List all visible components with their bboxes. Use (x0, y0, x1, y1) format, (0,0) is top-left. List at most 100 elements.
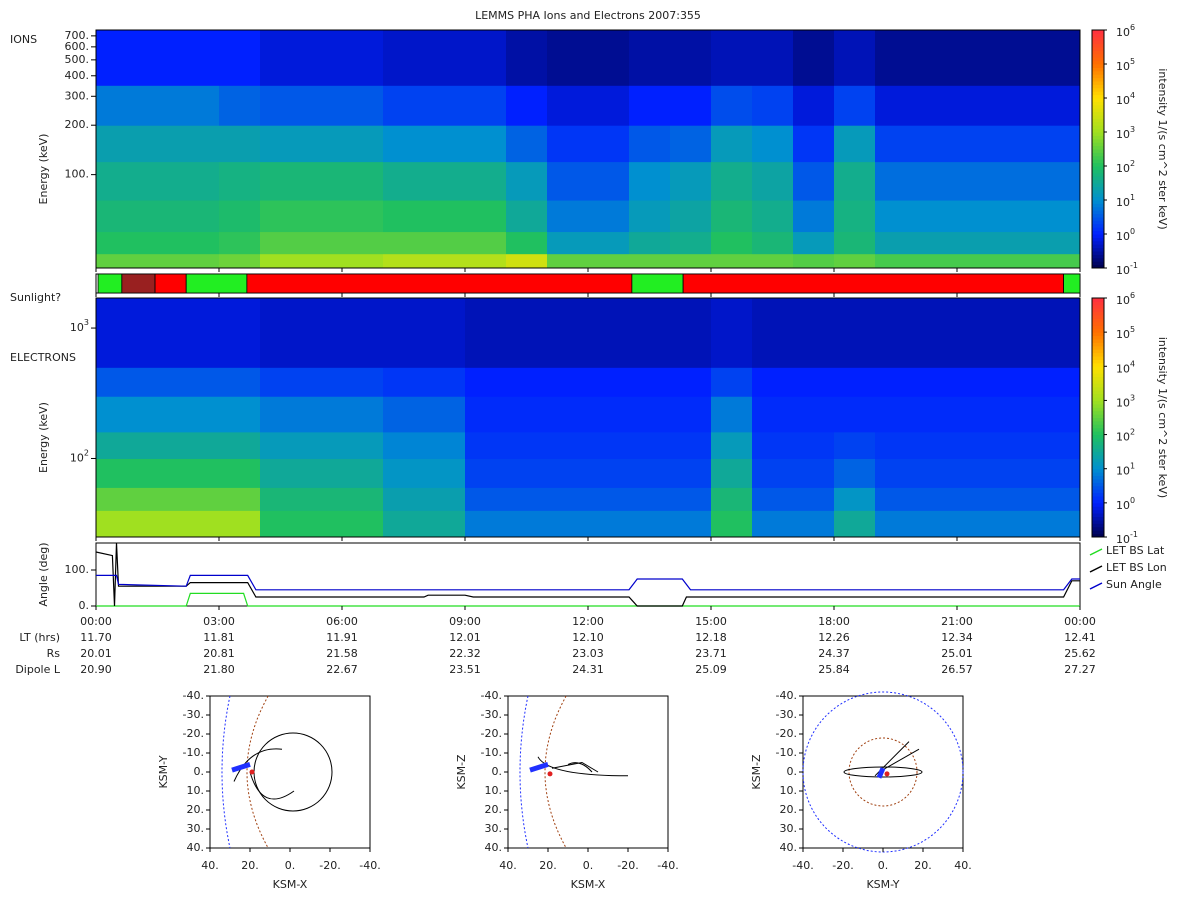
heat-cell (711, 125, 753, 163)
heat-cell (383, 431, 425, 459)
heat-cell (588, 510, 630, 538)
y-tick-label: -10. (481, 746, 502, 759)
heat-cell (424, 85, 466, 126)
heat-cell (834, 458, 876, 488)
heat-cell (629, 161, 671, 201)
heat-cell (178, 161, 220, 201)
heat-cell (260, 298, 302, 368)
y-tick-label: -20. (183, 727, 204, 740)
ephemeris-value: 27.27 (1064, 663, 1096, 676)
heat-cell (998, 487, 1040, 511)
heat-cell (260, 510, 302, 538)
heat-cell (547, 85, 589, 126)
heat-cell (506, 85, 548, 126)
colorbar-step (1092, 362, 1104, 367)
heat-cell (506, 161, 548, 201)
heat-cell (588, 85, 630, 126)
colorbar-label: intensity 1/(s cm^2 ster keV) (1156, 68, 1169, 229)
y-tick-label: 100. (65, 168, 90, 181)
heat-cell (998, 510, 1040, 538)
colorbar-tick-label: 102 (1116, 159, 1135, 176)
spacecraft-marker (547, 771, 553, 777)
heat-cell (178, 510, 220, 538)
colorbar-tick-label: 103 (1116, 125, 1135, 142)
heat-cell (916, 431, 958, 459)
series-line (96, 574, 1080, 591)
y-tick-label: 0. (194, 765, 205, 778)
colorbar-tick-label-base: 10 (1116, 264, 1130, 277)
heat-cell (96, 458, 138, 488)
heat-cell (301, 367, 343, 397)
y-axis-label: KSM-Z (750, 754, 763, 790)
y-tick-label: 10. (780, 784, 798, 797)
colorbar-step (1092, 84, 1104, 89)
heat-cell (342, 487, 384, 511)
colorbar-step (1092, 315, 1104, 319)
colorbar-tick-label-exp: 6 (1130, 291, 1135, 300)
colorbar-step (1092, 328, 1104, 333)
heat-cell (96, 431, 138, 459)
heat-cell (957, 200, 999, 233)
heat-cell (465, 298, 507, 368)
heat-cell (752, 85, 794, 126)
x-tick-label: 15:00 (695, 615, 727, 628)
heat-cell (96, 396, 138, 433)
heat-cell (547, 30, 589, 86)
colorbar-step (1092, 186, 1104, 191)
y-tick-label: 500. (65, 53, 90, 66)
colorbar-step (1092, 203, 1104, 208)
x-tick-label: 21:00 (941, 615, 973, 628)
heat-cell (547, 161, 589, 201)
heat-cell (342, 231, 384, 255)
colorbar-step (1092, 451, 1104, 456)
colorbar-step (1092, 210, 1104, 215)
legend-swatch (1089, 548, 1103, 556)
colorbar-step (1092, 53, 1104, 58)
legend-swatch (1089, 582, 1103, 590)
ephemeris-value: 11.81 (203, 631, 235, 644)
y-tick-label: 600. (65, 40, 90, 53)
colorbar-step (1092, 30, 1104, 34)
colorbar-step (1092, 492, 1104, 497)
heat-cell (219, 30, 261, 86)
heat-cell (1039, 85, 1081, 126)
heat-cell (588, 367, 630, 397)
colorbar-step (1092, 237, 1104, 242)
colorbar-step (1092, 516, 1104, 521)
heat-cell (301, 396, 343, 433)
heat-cell (1039, 510, 1081, 538)
heat-cell (834, 231, 876, 255)
colorbar-step (1092, 145, 1104, 150)
colorbar-step (1092, 434, 1104, 439)
orbit-curve (519, 695, 529, 849)
orbit-path (233, 748, 295, 800)
heat-cell (629, 396, 671, 433)
heat-cell (383, 298, 425, 368)
colorbar-step (1092, 369, 1104, 374)
colorbar-step (1092, 125, 1104, 130)
heat-cell (137, 431, 179, 459)
colorbar-step (1092, 33, 1104, 38)
y-tick-label: 40. (485, 841, 503, 854)
y-tick-label-base: 700. (65, 29, 90, 42)
y-tick-label: 20. (780, 803, 798, 816)
heat-cell (1039, 125, 1081, 163)
heat-cell (629, 298, 671, 368)
y-tick-label-base: 500. (65, 53, 90, 66)
heat-cell (670, 367, 712, 397)
x-tick-label: 09:00 (449, 615, 481, 628)
colorbar-tick-label-base: 10 (1116, 162, 1130, 175)
x-tick-label: -40. (359, 859, 380, 872)
heat-cell (629, 200, 671, 233)
magnetopause (848, 737, 918, 807)
heat-cell (219, 85, 261, 126)
colorbar-step (1092, 407, 1104, 412)
x-tick-label: 40. (201, 859, 219, 872)
heat-cell (957, 396, 999, 433)
colorbar-step (1092, 444, 1104, 449)
colorbar-step (1092, 304, 1104, 309)
colorbar-tick-label-exp: 6 (1130, 23, 1135, 32)
legend-label: LET BS Lon (1106, 561, 1167, 574)
heat-cell (711, 431, 753, 459)
heat-cell (629, 125, 671, 163)
